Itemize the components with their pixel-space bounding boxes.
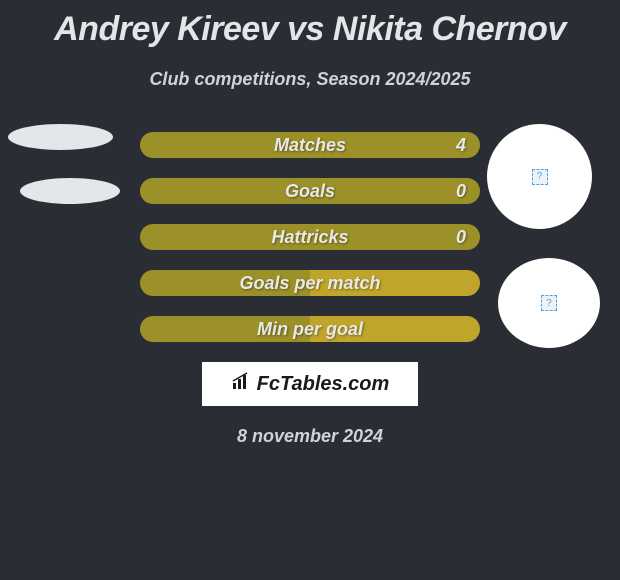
page-title: Andrey Kireev vs Nikita Chernov bbox=[0, 0, 620, 49]
stat-right-value: 4 bbox=[456, 135, 466, 156]
vs-label: vs bbox=[287, 10, 324, 48]
stat-bar-goals: Goals 0 bbox=[140, 178, 480, 204]
stat-bar-hattricks: Hattricks 0 bbox=[140, 224, 480, 250]
brand-label: FcTables.com bbox=[257, 373, 390, 396]
image-placeholder-icon: ? bbox=[541, 295, 557, 311]
stat-bar-goals-per-match: Goals per match bbox=[140, 270, 480, 296]
brand-box[interactable]: FcTables.com bbox=[202, 362, 418, 406]
player2-name: Nikita Chernov bbox=[333, 10, 566, 48]
stat-label: Goals bbox=[285, 181, 335, 202]
date-label: 8 november 2024 bbox=[0, 426, 620, 447]
subtitle: Club competitions, Season 2024/2025 bbox=[0, 69, 620, 90]
bar-chart-icon bbox=[231, 371, 251, 397]
image-placeholder-icon: ? bbox=[532, 169, 548, 185]
stat-label: Matches bbox=[274, 135, 346, 156]
player2-photo-circle: ? bbox=[487, 124, 592, 229]
stat-bar-min-per-goal: Min per goal bbox=[140, 316, 480, 342]
player2-flag-circle: ? bbox=[498, 258, 600, 348]
stat-label: Hattricks bbox=[271, 227, 348, 248]
stat-bar-matches: Matches 4 bbox=[140, 132, 480, 158]
player1-name: Andrey Kireev bbox=[54, 10, 278, 48]
player1-flag-placeholder bbox=[20, 178, 120, 204]
stat-right-value: 0 bbox=[456, 227, 466, 248]
stat-label: Goals per match bbox=[239, 273, 380, 294]
stat-right-value: 0 bbox=[456, 181, 466, 202]
player1-photo-placeholder bbox=[8, 124, 113, 150]
stat-label: Min per goal bbox=[257, 319, 363, 340]
